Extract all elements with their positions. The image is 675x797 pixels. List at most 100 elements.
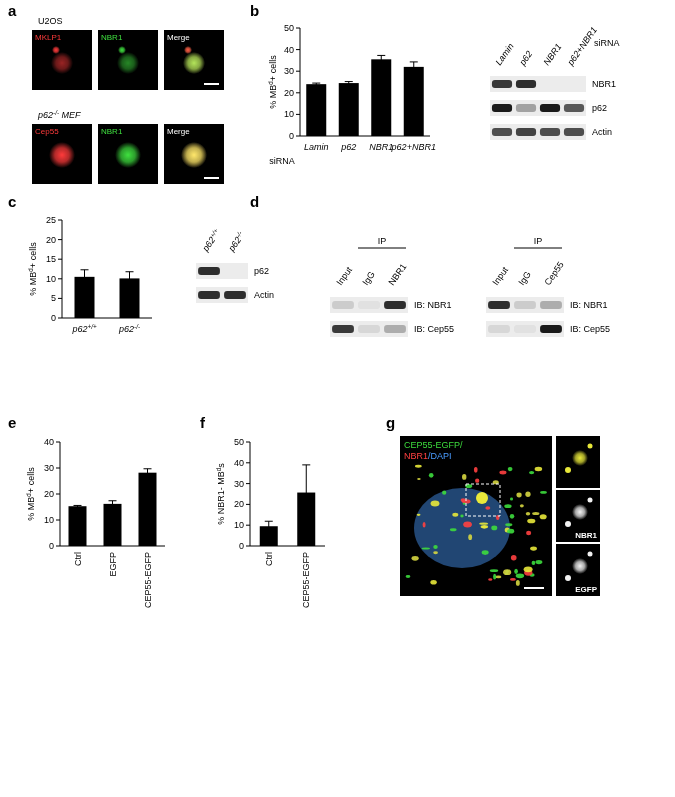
- text-run: p62+NBR1: [391, 142, 436, 152]
- y-tick-label: 10: [234, 520, 244, 530]
- text-run: 0: [289, 131, 294, 141]
- y-tick-label: 0: [51, 313, 56, 323]
- panel-letter: a: [8, 2, 17, 19]
- stain-label-part: CEP55-EGFP/: [404, 440, 463, 450]
- band: [540, 128, 560, 136]
- y-tick-label: 25: [46, 215, 56, 225]
- plot-area: [69, 469, 157, 546]
- y-axis-label: % MBd+ cells: [25, 467, 37, 521]
- channel-label: Cep55: [35, 127, 59, 136]
- puncta: [433, 545, 437, 549]
- error-stem: [147, 469, 148, 477]
- y-tick: [296, 92, 300, 93]
- band: [332, 301, 354, 309]
- text-run: a: [8, 2, 17, 19]
- puncta: [490, 569, 499, 572]
- text-run: 20: [44, 489, 54, 499]
- puncta: [460, 515, 463, 518]
- puncta: [511, 555, 517, 560]
- band: [198, 267, 220, 275]
- category-label: CEP55-EGFP: [301, 552, 311, 608]
- band: [224, 291, 246, 299]
- lane-label: IgG: [516, 270, 533, 288]
- signal: [184, 46, 192, 54]
- puncta: [520, 504, 524, 507]
- plot-area: [260, 465, 316, 546]
- image-bg: [32, 30, 92, 90]
- text-run: siRNA: [269, 156, 295, 166]
- band: [516, 80, 536, 88]
- puncta: [468, 534, 472, 540]
- error-bar: [265, 521, 273, 531]
- text-run: 20: [46, 235, 56, 245]
- y-axis: [300, 28, 301, 136]
- panel-letter: e: [8, 414, 16, 431]
- scale-bar: [204, 177, 219, 179]
- puncta: [503, 569, 511, 575]
- text-run: MEF: [59, 110, 81, 120]
- puncta: [417, 478, 421, 480]
- puncta: [572, 558, 588, 574]
- text-run: IgG: [360, 270, 377, 288]
- text-run: 30: [44, 463, 54, 473]
- error-stem: [268, 521, 269, 531]
- row-label: Actin: [592, 127, 612, 137]
- signal: [115, 142, 141, 168]
- band: [516, 128, 536, 136]
- y-tick: [56, 468, 60, 469]
- bar-chart: 01020304050% NBR1- MBdsCtrlCEP55-EGFP: [215, 437, 326, 608]
- text-run: 10: [234, 520, 244, 530]
- bar: [69, 506, 87, 546]
- y-tick: [58, 298, 62, 299]
- puncta: [516, 580, 520, 586]
- text-run: 30: [234, 479, 244, 489]
- puncta: [527, 519, 535, 524]
- puncta: [530, 546, 537, 550]
- bar-chart: 01020304050% MBd+ cellsLaminp62NBR1p62+N…: [267, 23, 436, 166]
- bar: [404, 67, 424, 136]
- text-run: d: [250, 193, 259, 210]
- text-run: NBR1: [592, 79, 616, 89]
- text-run: NBR1: [101, 127, 123, 136]
- superscript: +/+: [208, 227, 219, 239]
- text-run: NBR1: [369, 142, 393, 152]
- text-run: 40: [284, 45, 294, 55]
- bar: [139, 473, 157, 546]
- y-tick-label: 30: [284, 66, 294, 76]
- puncta: [499, 471, 506, 475]
- channel-label: NBR1: [101, 33, 123, 42]
- y-axis-label: % MBd+ cells: [27, 242, 39, 296]
- puncta: [476, 492, 488, 504]
- plot-area: [306, 55, 424, 136]
- text-run: % MB: [268, 85, 278, 109]
- text-run: % MB: [28, 272, 38, 296]
- cell-line-label: p62-/- MEF: [37, 109, 81, 121]
- error-cap: [302, 464, 310, 465]
- signal: [184, 46, 192, 54]
- error-bar: [74, 505, 82, 507]
- text-run: NBR1: [101, 33, 123, 42]
- text-run: p62: [71, 324, 87, 334]
- y-tick-label: 20: [46, 235, 56, 245]
- text-run: s: [216, 463, 226, 468]
- band: [564, 128, 584, 136]
- text-run: EGFP: [575, 585, 597, 594]
- error-cap: [312, 83, 320, 84]
- y-tick-label: 20: [284, 88, 294, 98]
- puncta: [430, 580, 436, 585]
- y-tick: [246, 504, 250, 505]
- puncta: [429, 473, 434, 478]
- text-run: EGFP: [108, 552, 118, 577]
- band: [492, 104, 512, 112]
- y-tick-label: 30: [234, 479, 244, 489]
- puncta: [474, 467, 478, 473]
- error-bar: [126, 272, 134, 285]
- error-cap: [126, 271, 134, 272]
- inset-bg: [556, 436, 600, 488]
- bar: [104, 504, 122, 546]
- band: [516, 104, 536, 112]
- text-run: Merge: [167, 33, 190, 42]
- puncta: [565, 521, 571, 527]
- y-tick-label: 40: [234, 458, 244, 468]
- signal: [183, 52, 205, 74]
